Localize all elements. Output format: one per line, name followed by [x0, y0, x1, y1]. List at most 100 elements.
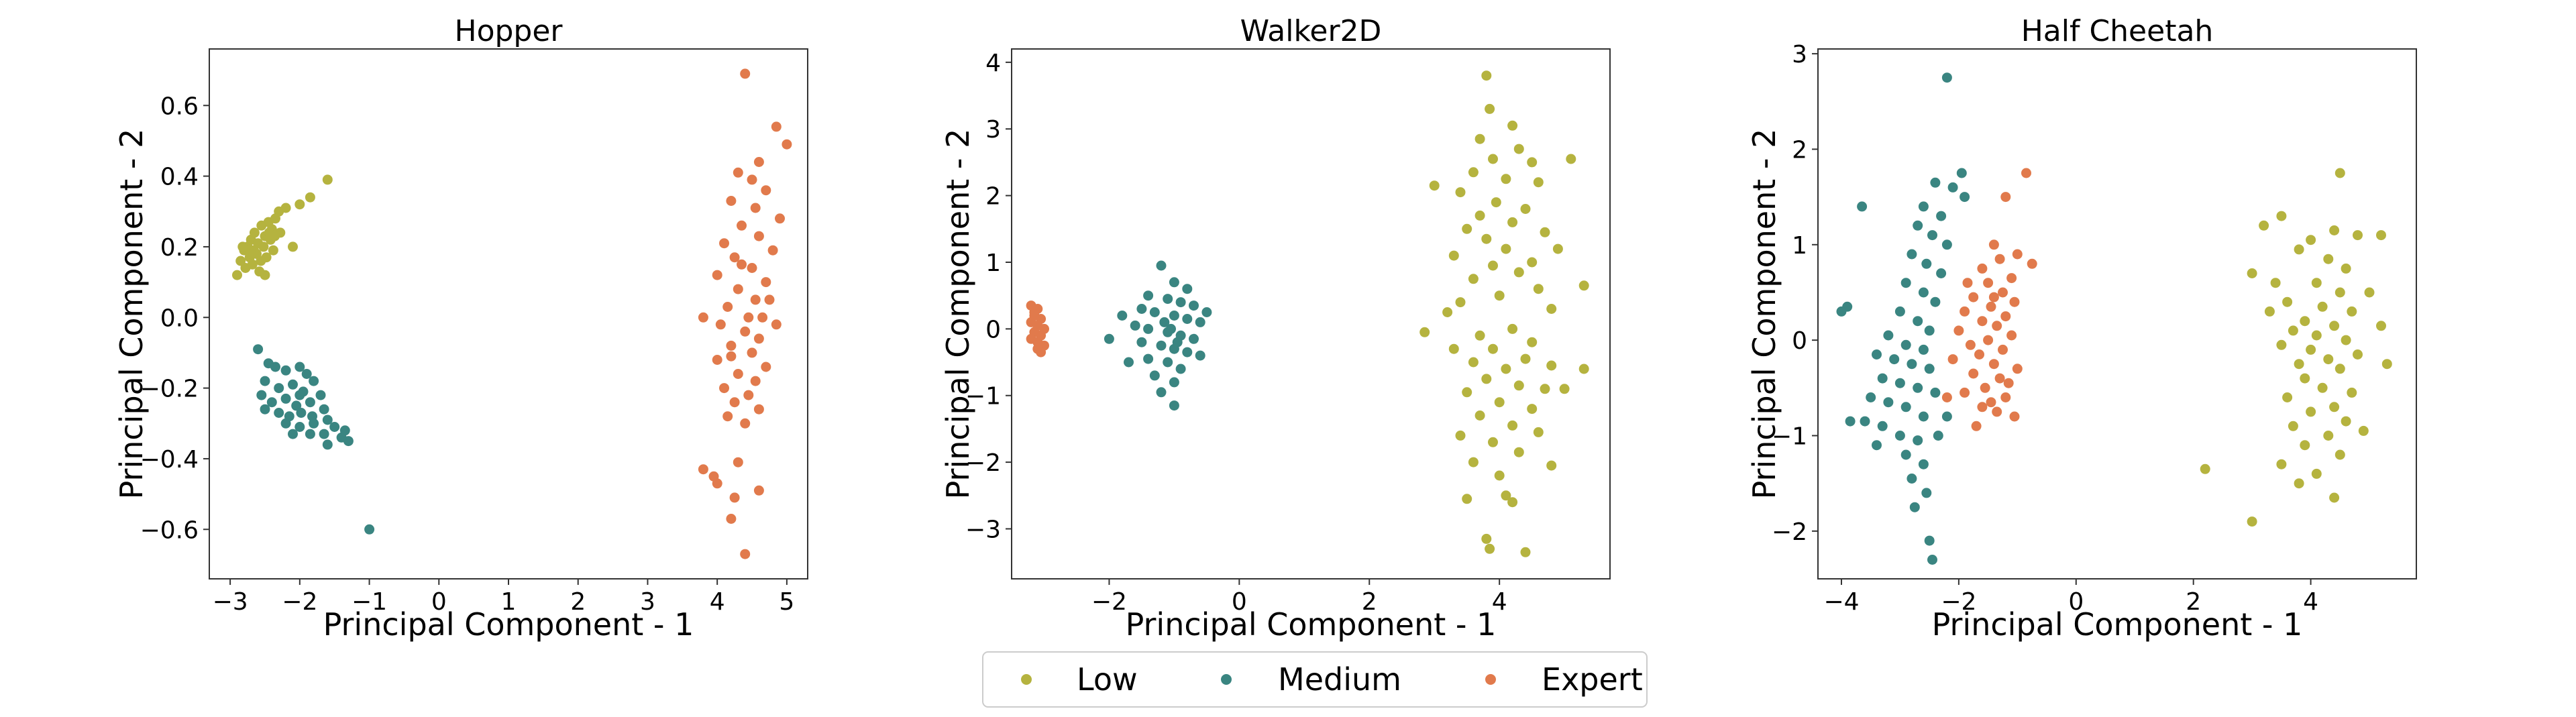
point-low-half-cheetah — [2300, 440, 2310, 451]
point-expert-hopper — [726, 514, 737, 524]
point-expert-half-cheetah — [2027, 258, 2037, 269]
point-low-walker2d — [1520, 353, 1531, 364]
point-expert-hopper — [740, 326, 751, 337]
point-medium-hopper — [319, 404, 329, 415]
point-medium-walker2d — [1156, 260, 1167, 271]
point-low-hopper — [237, 241, 248, 252]
point-medium-half-cheetah — [1941, 239, 1952, 250]
point-expert-half-cheetah — [1968, 292, 1979, 302]
point-medium-half-cheetah — [1860, 416, 1870, 427]
point-low-walker2d — [1520, 547, 1531, 557]
point-low-walker2d — [1527, 157, 1538, 168]
point-expert-hopper — [729, 252, 740, 263]
point-low-walker2d — [1559, 384, 1570, 394]
point-low-walker2d — [1494, 290, 1505, 301]
point-medium-hopper — [309, 376, 319, 386]
point-low-half-cheetah — [2311, 468, 2322, 479]
point-expert-hopper — [761, 277, 771, 288]
point-expert-hopper — [753, 404, 764, 415]
y-axis-label-walker2d: Principal Component - 2 — [940, 129, 976, 500]
point-low-walker2d — [1527, 257, 1538, 268]
point-low-walker2d — [1513, 267, 1524, 278]
x-tick-label-hopper: 2 — [570, 588, 586, 616]
point-expert-hopper — [726, 340, 737, 351]
point-expert-half-cheetah — [2009, 411, 2020, 422]
point-expert-half-cheetah — [1983, 278, 1994, 288]
point-medium-walker2d — [1195, 350, 1205, 361]
point-low-walker2d — [1429, 180, 1440, 191]
point-low-walker2d — [1491, 197, 1501, 208]
point-medium-half-cheetah — [1924, 325, 1935, 336]
point-low-half-cheetah — [2311, 278, 2322, 288]
point-expert-half-cheetah — [1992, 321, 2002, 331]
y-tick-label-half-cheetah: −2 — [1772, 518, 1807, 546]
point-low-half-cheetah — [2247, 268, 2257, 278]
point-medium-half-cheetah — [1900, 402, 1911, 412]
point-low-half-cheetah — [2334, 449, 2345, 460]
point-medium-half-cheetah — [1930, 387, 1941, 398]
point-expert-hopper — [712, 478, 722, 489]
chart-half-cheetah: Half Cheetah Principal Component - 1 Pri… — [1746, 14, 2417, 643]
point-medium-walker2d — [1189, 300, 1199, 311]
point-medium-half-cheetah — [1960, 192, 1970, 203]
point-medium-hopper — [270, 362, 280, 372]
point-expert-half-cheetah — [1986, 301, 1996, 312]
point-low-half-cheetah — [2264, 306, 2275, 317]
x-tick-label-walker2d: 0 — [1232, 588, 1247, 616]
point-expert-half-cheetah — [1988, 239, 1999, 250]
point-expert-hopper — [740, 549, 751, 559]
point-expert-hopper — [729, 397, 740, 408]
point-low-walker2d — [1501, 364, 1511, 374]
point-low-half-cheetah — [2329, 225, 2340, 235]
point-low-walker2d — [1488, 343, 1498, 354]
y-axis-label-hopper: Principal Component - 2 — [113, 129, 150, 500]
point-low-walker2d — [1494, 397, 1505, 408]
point-medium-half-cheetah — [1936, 211, 1947, 221]
point-expert-hopper — [753, 333, 764, 344]
point-medium-half-cheetah — [1930, 177, 1941, 188]
point-medium-half-cheetah — [1909, 502, 1920, 512]
point-low-half-cheetah — [2347, 387, 2357, 398]
plot-area-hopper — [209, 48, 808, 580]
y-tick-label-walker2d: −3 — [965, 516, 1001, 543]
point-medium-half-cheetah — [1927, 230, 1937, 241]
point-medium-walker2d — [1143, 290, 1154, 301]
point-medium-walker2d — [1182, 314, 1193, 324]
point-medium-walker2d — [1169, 377, 1179, 388]
point-low-walker2d — [1501, 174, 1511, 184]
point-medium-half-cheetah — [1930, 296, 1941, 307]
point-low-walker2d — [1468, 357, 1479, 368]
point-expert-hopper — [743, 312, 754, 323]
point-low-half-cheetah — [2353, 349, 2363, 360]
point-medium-half-cheetah — [1889, 354, 1900, 365]
point-medium-half-cheetah — [1894, 306, 1905, 317]
point-low-half-cheetah — [2311, 330, 2322, 341]
point-low-walker2d — [1481, 533, 1492, 544]
plot-area-half-cheetah — [1817, 48, 2417, 580]
point-medium-walker2d — [1169, 277, 1179, 288]
point-medium-hopper — [294, 362, 305, 372]
point-medium-walker2d — [1136, 304, 1147, 314]
point-low-walker2d — [1468, 167, 1479, 178]
chart-title-half-cheetah: Half Cheetah — [2021, 14, 2214, 48]
point-expert-walker2d — [1039, 323, 1049, 334]
point-medium-half-cheetah — [1836, 306, 1847, 317]
point-expert-hopper — [743, 390, 754, 400]
legend-marker-low — [1021, 674, 1032, 685]
point-low-walker2d — [1419, 327, 1430, 337]
point-expert-hopper — [698, 464, 708, 475]
legend-marker-expert — [1485, 674, 1496, 685]
point-expert-half-cheetah — [1988, 359, 1999, 370]
point-expert-hopper — [782, 139, 792, 150]
y-tick-label-walker2d: 3 — [985, 116, 1001, 144]
point-medium-half-cheetah — [1883, 397, 1894, 408]
point-medium-walker2d — [1149, 370, 1160, 381]
point-medium-half-cheetah — [1913, 382, 1923, 393]
x-tick-label-hopper: 0 — [431, 588, 447, 616]
y-tick-label-half-cheetah: −1 — [1772, 423, 1807, 450]
point-low-walker2d — [1533, 284, 1544, 294]
point-medium-hopper — [322, 415, 333, 425]
point-medium-half-cheetah — [1947, 182, 1958, 192]
legend-marker-medium — [1221, 674, 1232, 685]
